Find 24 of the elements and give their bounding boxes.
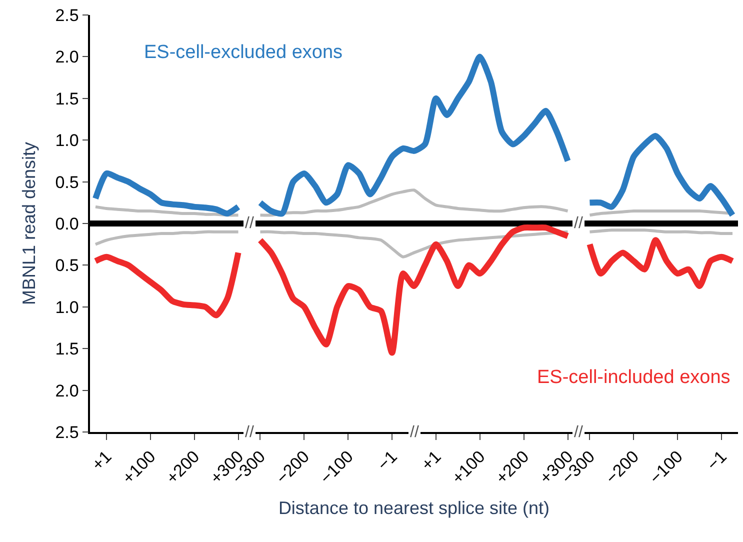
y-tick-label: 1.0 [55,131,79,150]
y-tick-label: 0.5 [55,172,79,192]
annotation: // [574,424,584,441]
text: ES-cell-excluded exons [144,42,343,63]
y-axis-title: MBNL1 read density [18,142,39,306]
y-tick-label: 1.0 [55,298,79,317]
annotation: // [574,215,584,232]
y-tick-label: 0.0 [55,214,79,234]
x-tick-label: −1 [703,447,730,474]
y-tick-label: 2.0 [55,381,79,400]
y-tick-label: 2.0 [55,48,79,67]
y-tick-label: 1.5 [55,340,79,359]
x-tick-label: +1 [88,447,116,474]
x-axis-title: Distance to nearest splice site (nt) [278,498,550,518]
y-tick-label: 2.5 [55,6,79,25]
annotation: // [245,215,254,232]
annotation: // [410,424,420,441]
x-tick-label: +1 [418,447,445,474]
x-tick-label: −1 [374,447,401,474]
annotation: // [245,424,254,441]
y-tick-label: 0.5 [55,256,79,276]
y-tick-label: 1.5 [55,89,79,108]
y-tick-label: 2.5 [55,422,79,442]
text: ES-cell-included exons [537,367,730,388]
